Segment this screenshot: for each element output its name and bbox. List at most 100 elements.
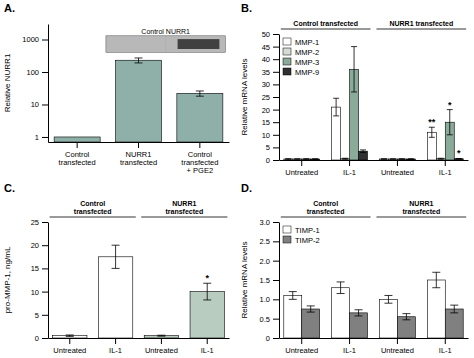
blot-band [178,39,220,49]
y-axis: 00.51.01.52.02.53.0 [260,218,280,343]
y-axis-title: Relative mRNA levels [240,242,249,319]
x-tick-mark [207,338,208,344]
bar [341,159,350,160]
significance-label: * [448,100,452,110]
x-tick-mark [445,160,446,166]
text-line: IL-1 [201,346,214,355]
text-line: IL-1 [343,346,356,355]
error-bar [360,150,366,153]
y-tick-label: 20 [31,241,39,250]
y-tick: 100 [26,68,48,77]
y-tick-mark [273,72,279,73]
legend-swatch [283,226,291,233]
bar [53,336,87,338]
y-tick-mark [273,110,279,111]
y-tick-mark [273,160,279,161]
x-tick-label: Controltransfected [59,150,96,167]
y-tick: 10 [31,288,48,297]
error-bar [337,282,345,294]
legend-label: MMP-1 [295,38,319,47]
error-bar [402,314,410,320]
text-line: IL-1 [343,168,356,177]
error-bar [408,158,414,159]
y-tick-label: 2.0 [260,257,270,266]
error-bar [135,58,143,63]
error-bar [432,272,440,287]
text-line: Untreated [381,346,414,355]
error-bar [351,47,357,92]
bar [98,257,132,338]
x-axis-line [280,338,469,339]
text-line: IL-1 [109,346,122,355]
bar [406,159,415,160]
y-tick: 1000 [22,35,48,44]
panel: D.00.51.01.52.02.53.0UntreatedIL-1Untrea… [240,182,469,355]
y-axis: 05101520253035404550 [262,30,280,165]
x-axis: Untreated IL-1 Untreated IL-1 [280,160,469,177]
bar [177,93,223,142]
bar [115,60,161,142]
group-bracket [281,29,371,30]
text-line: Control [313,200,338,207]
y-tick: 1 [35,133,48,142]
y-tick: 25 [262,93,279,102]
group-label: NURR1transfected [402,200,440,215]
error-bar [384,295,392,303]
panel-title: A. [4,2,15,14]
x-tick: IL-1 [343,338,356,355]
y-tick-mark [273,122,279,123]
bar [302,159,311,160]
plot: 00.51.01.52.02.53.0UntreatedIL-1Untreate… [240,200,469,355]
legend-swatch [283,58,291,65]
bar [284,295,302,338]
x-tick-label: Untreated [53,346,86,355]
y-axis-line [48,25,49,143]
legend: TIMP-1TIMP-2 [283,226,320,245]
y-tick-label: 1000 [22,35,39,44]
x-tick-mark [301,338,302,344]
text-line: NURR1 transfected [389,20,453,27]
y-tick: 1.5 [260,276,279,285]
y-tick-label: 3.0 [260,218,270,227]
bar [454,159,463,160]
error-bar [447,110,453,135]
x-tick: Untreated [53,338,86,355]
x-tick-label: Untreated [381,346,414,355]
x-tick-label: Untreated [285,168,318,177]
y-tick-mark [42,292,48,293]
y-tick-mark [273,34,279,35]
y-axis-title: pro-MMP-1, ng/mL [3,246,12,313]
text-line: IL-1 [439,168,452,177]
y-tick-mark [42,222,48,223]
x-tick-mark [301,160,302,166]
plot: 0510152025UntreatedIL-1UntreatedIL-1pro-… [3,200,230,355]
text-line: Untreated [381,168,414,177]
significance-label: ** [428,117,436,127]
legend-label: MMP-3 [295,58,319,67]
x-tick-mark [115,338,116,344]
group-label: Controltransfected [307,200,345,215]
bar [379,159,388,160]
x-tick: IL-1 [109,338,122,355]
panel: A.1101001000ControltransfectedNURR1trans… [3,2,230,175]
y-tick-label: 5 [266,143,270,152]
text-line: transfected [165,208,203,215]
legend-item: MMP-2 [283,48,319,57]
x-tick-mark [397,160,398,166]
x-tick-mark [445,338,446,344]
y-tick: 20 [262,106,279,115]
plot: 05101520253035404550UntreatedIL-1Untreat… [240,20,469,177]
y-tick: 15 [262,118,279,127]
y-tick: 0 [266,156,279,165]
x-axis-line [49,338,230,339]
text-line: Control transfected [293,20,358,27]
marks [284,272,463,338]
y-tick-label: 10 [31,100,39,109]
legend-label: MMP-2 [295,48,319,57]
bar [436,159,445,160]
y-axis-line [279,35,280,161]
legend: MMP-1MMP-2MMP-3MMP-9 [283,38,319,77]
y-tick-label: 15 [262,118,270,127]
y-tick-mark [42,40,48,41]
y-tick-mark [42,268,48,269]
